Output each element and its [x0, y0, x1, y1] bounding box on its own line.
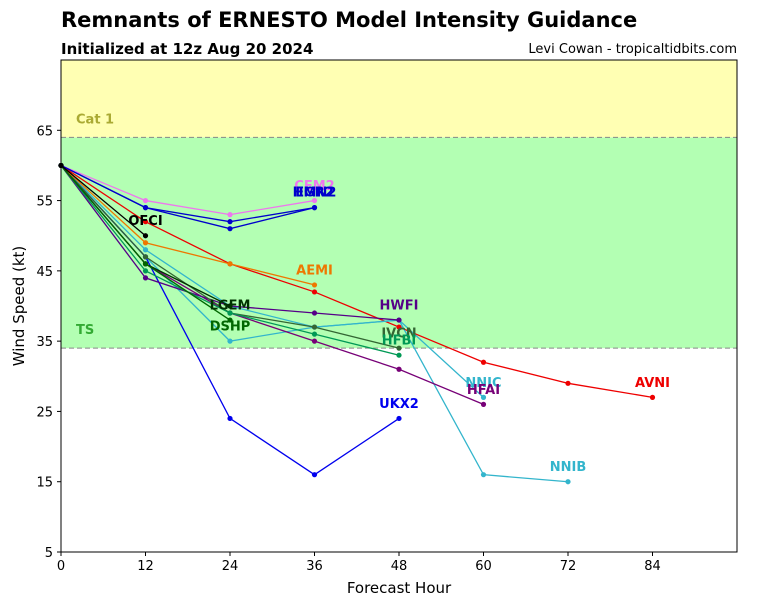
series-label-aemi: AEMI	[296, 263, 333, 278]
x-tick-label: 24	[222, 559, 239, 574]
y-tick-label: 35	[36, 335, 53, 350]
y-tick-label: 5	[45, 546, 53, 561]
series-label-nnic: NNIC	[465, 376, 501, 391]
data-point-ivcn	[311, 324, 318, 330]
x-tick-label: 0	[57, 559, 65, 574]
x-axis-label: Forecast Hour	[347, 579, 452, 597]
data-point-nnib	[142, 247, 149, 253]
series-line-hmn2	[60, 164, 315, 230]
series-label-lgem: LGEM	[210, 299, 251, 314]
data-point-avni	[480, 359, 487, 365]
series-label-nnib: NNIB	[550, 460, 587, 475]
y-tick-label: 15	[36, 476, 53, 491]
series-label-egr2: EGR2	[295, 185, 334, 200]
x-tick-label: 36	[306, 559, 323, 574]
data-point-hwfi	[396, 317, 402, 323]
data-point-avni	[649, 394, 656, 400]
x-tick-label: 48	[391, 559, 408, 574]
series-line-aemi	[60, 164, 315, 286]
data-point-avni	[142, 219, 149, 225]
y-tick-label: 45	[36, 265, 53, 280]
intensity-bands: TS Cat 1	[61, 60, 737, 349]
x-axis: 0 12 24 36 48 60 72 84	[57, 552, 661, 574]
data-point-cem2	[142, 197, 149, 204]
data-point-hfai	[396, 366, 402, 372]
data-point-lgem	[227, 303, 233, 309]
data-point-hfai	[480, 401, 487, 407]
data-point-ivcn	[142, 254, 149, 260]
series-label-ofci: OFCI	[128, 214, 162, 229]
y-axis: 5 15 25 35 45 55 65	[36, 124, 61, 561]
data-point-hfbi	[396, 352, 402, 358]
data-point-ivcn	[396, 345, 402, 351]
model-series	[58, 162, 656, 485]
series-line-ofci	[60, 164, 146, 237]
series-label-ukx2: UKX2	[379, 397, 419, 412]
data-point-ukx2	[227, 415, 233, 422]
data-point-ofci	[142, 233, 149, 239]
series-label-cem2: CEM2	[294, 179, 334, 194]
data-point-aemi	[142, 240, 149, 246]
data-point-hfbi	[311, 331, 318, 337]
series-label-ivcn: IVCN	[381, 327, 416, 342]
y-tick-label: 25	[36, 405, 53, 420]
series-label-avni: AVNI	[635, 376, 670, 391]
data-point-cem2	[227, 212, 233, 218]
data-point-dshp	[227, 317, 233, 323]
data-point-egr2	[227, 219, 233, 225]
series-label-hwfi: HWFI	[380, 299, 419, 314]
data-point-aemi	[227, 261, 233, 267]
x-tick-label: 60	[475, 559, 492, 574]
data-point-nnib	[565, 479, 571, 485]
y-tick-label: 65	[36, 124, 53, 139]
data-point-aemi	[311, 282, 318, 288]
chart-credit: Levi Cowan - tropicaltidbits.com	[528, 42, 737, 57]
data-point-avni	[565, 380, 571, 386]
band-label-cat-1: Cat 1	[76, 112, 114, 127]
series-label-hfai: HFAI	[467, 383, 500, 398]
data-point-avni	[396, 324, 402, 330]
data-point-hmn2	[311, 205, 318, 211]
series-line-avni	[60, 164, 653, 399]
data-point-nnib	[480, 472, 487, 478]
data-point-hfbi	[142, 268, 149, 274]
data-point-hwfi	[142, 275, 149, 281]
data-point-hwfi	[311, 310, 318, 316]
data-point-hfbi	[227, 310, 233, 316]
data-point-hmn2	[142, 205, 149, 211]
data-point-ukx2	[396, 415, 402, 422]
band-cat-1	[61, 60, 737, 138]
chart-title: Remnants of ERNESTO Model Intensity Guid…	[61, 8, 638, 32]
series-line-cem2	[60, 164, 315, 216]
series-label-hmn2: HMN2	[293, 185, 337, 200]
data-point-hmn2	[227, 226, 233, 232]
y-tick-label: 55	[36, 195, 53, 210]
x-tick-label: 72	[560, 559, 577, 574]
data-point-cem2	[311, 197, 318, 204]
data-point-ukx2	[311, 472, 318, 478]
data-point-avni	[311, 289, 318, 295]
data-point-nnic	[480, 394, 487, 400]
data-point-nnic	[227, 338, 233, 344]
data-point-hfai	[311, 338, 318, 344]
series-label-hfbi: HFBI	[382, 334, 417, 349]
chart-subtitle: Initialized at 12z Aug 20 2024	[61, 40, 314, 58]
series-label-dshp: DSHP	[210, 320, 251, 335]
x-tick-label: 84	[644, 559, 661, 574]
band-label-ts: TS	[76, 323, 94, 338]
x-tick-label: 12	[137, 559, 154, 574]
band-ts	[61, 137, 737, 349]
y-axis-label: Wind Speed (kt)	[10, 246, 28, 367]
data-point-dshp	[142, 261, 149, 267]
